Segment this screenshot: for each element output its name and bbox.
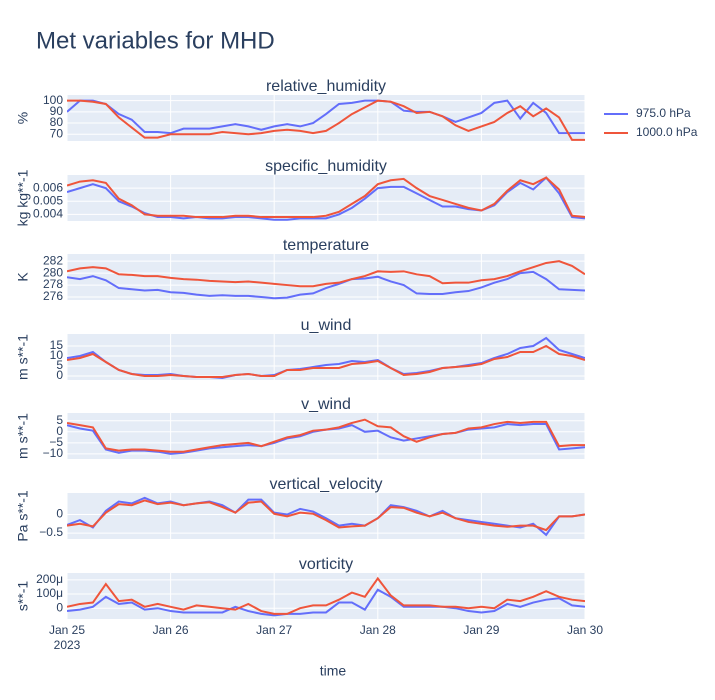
legend-label: 1000.0 hPa [636,125,698,139]
series-line [67,418,585,453]
y-tick-label: −0.5 [39,525,63,539]
plot-area [67,175,585,221]
series-line [67,260,585,288]
series-line [67,344,585,378]
x-tick-label: Jan 29 [463,623,500,637]
y-tick-label: 10 [50,348,64,362]
series-line [67,576,585,615]
legend-label: 975.0 hPa [636,106,691,120]
y-axis-label: % [15,112,31,124]
subplot-title: temperature [283,237,369,254]
y-axis-label: m s**-1 [15,413,31,459]
y-axis-label: m s**-1 [15,334,31,380]
y-tick-label: 100 [43,93,63,107]
y-tick-label: 0.004 [33,207,63,221]
series-line [67,499,585,532]
y-axis-label: K [15,272,31,282]
y-tick-label: 0 [56,507,63,521]
series-line [67,99,585,141]
y-tick-label: 90 [50,104,64,118]
y-tick-label: 276 [43,289,63,303]
y-tick-label: 200μ [36,572,63,586]
y-axis-label: s**-1 [15,581,31,612]
series-line [67,588,585,617]
y-tick-label: 0.006 [33,180,63,194]
x-axis-label: time [320,663,347,679]
x-tick-label: Jan 25 2023 [48,623,86,652]
y-axis-label: kg kg**-1 [15,169,31,226]
chart-title: Met variables for MHD [36,27,275,54]
y-tick-label: 0 [56,368,63,382]
subplot-title: relative_humidity [266,78,386,95]
y-tick-label: −10 [43,446,64,460]
y-tick-label: 100μ [36,586,63,600]
plot-area [67,413,585,459]
series-line [67,270,585,300]
subplot-title: vertical_velocity [270,476,383,493]
subplot-title: specific_humidity [265,158,387,175]
y-tick-label: 80 [50,115,64,129]
y-tick-label: 282 [43,253,63,267]
series-line [67,496,585,537]
series-line [67,176,585,219]
legend-item[interactable]: 975.0 hPa [604,106,691,120]
x-tick-label: Jan 30 [566,623,604,637]
y-tick-label: 278 [43,277,63,291]
x-tick-label: Jan 27 [256,623,293,637]
y-tick-label: −5 [49,435,63,449]
y-tick-label: 15 [50,338,64,352]
x-tick-label: Jan 26 [152,623,189,637]
series-line [67,99,585,135]
y-tick-label: 5 [56,413,63,427]
legend-item[interactable]: 1000.0 hPa [604,125,698,139]
y-axis-label: Pa s**-1 [15,490,31,542]
y-tick-label: 70 [50,126,64,140]
x-tick-label: Jan 28 [359,623,396,637]
subplot-title: u_wind [301,317,352,334]
y-tick-label: 280 [43,265,63,279]
subplot-title: v_wind [301,396,351,413]
y-tick-label: 0 [56,600,63,614]
y-tick-label: 0 [56,424,63,438]
y-tick-label: 5 [56,358,63,372]
y-tick-label: 0.005 [33,193,63,207]
subplot-title: vorticity [299,556,353,573]
